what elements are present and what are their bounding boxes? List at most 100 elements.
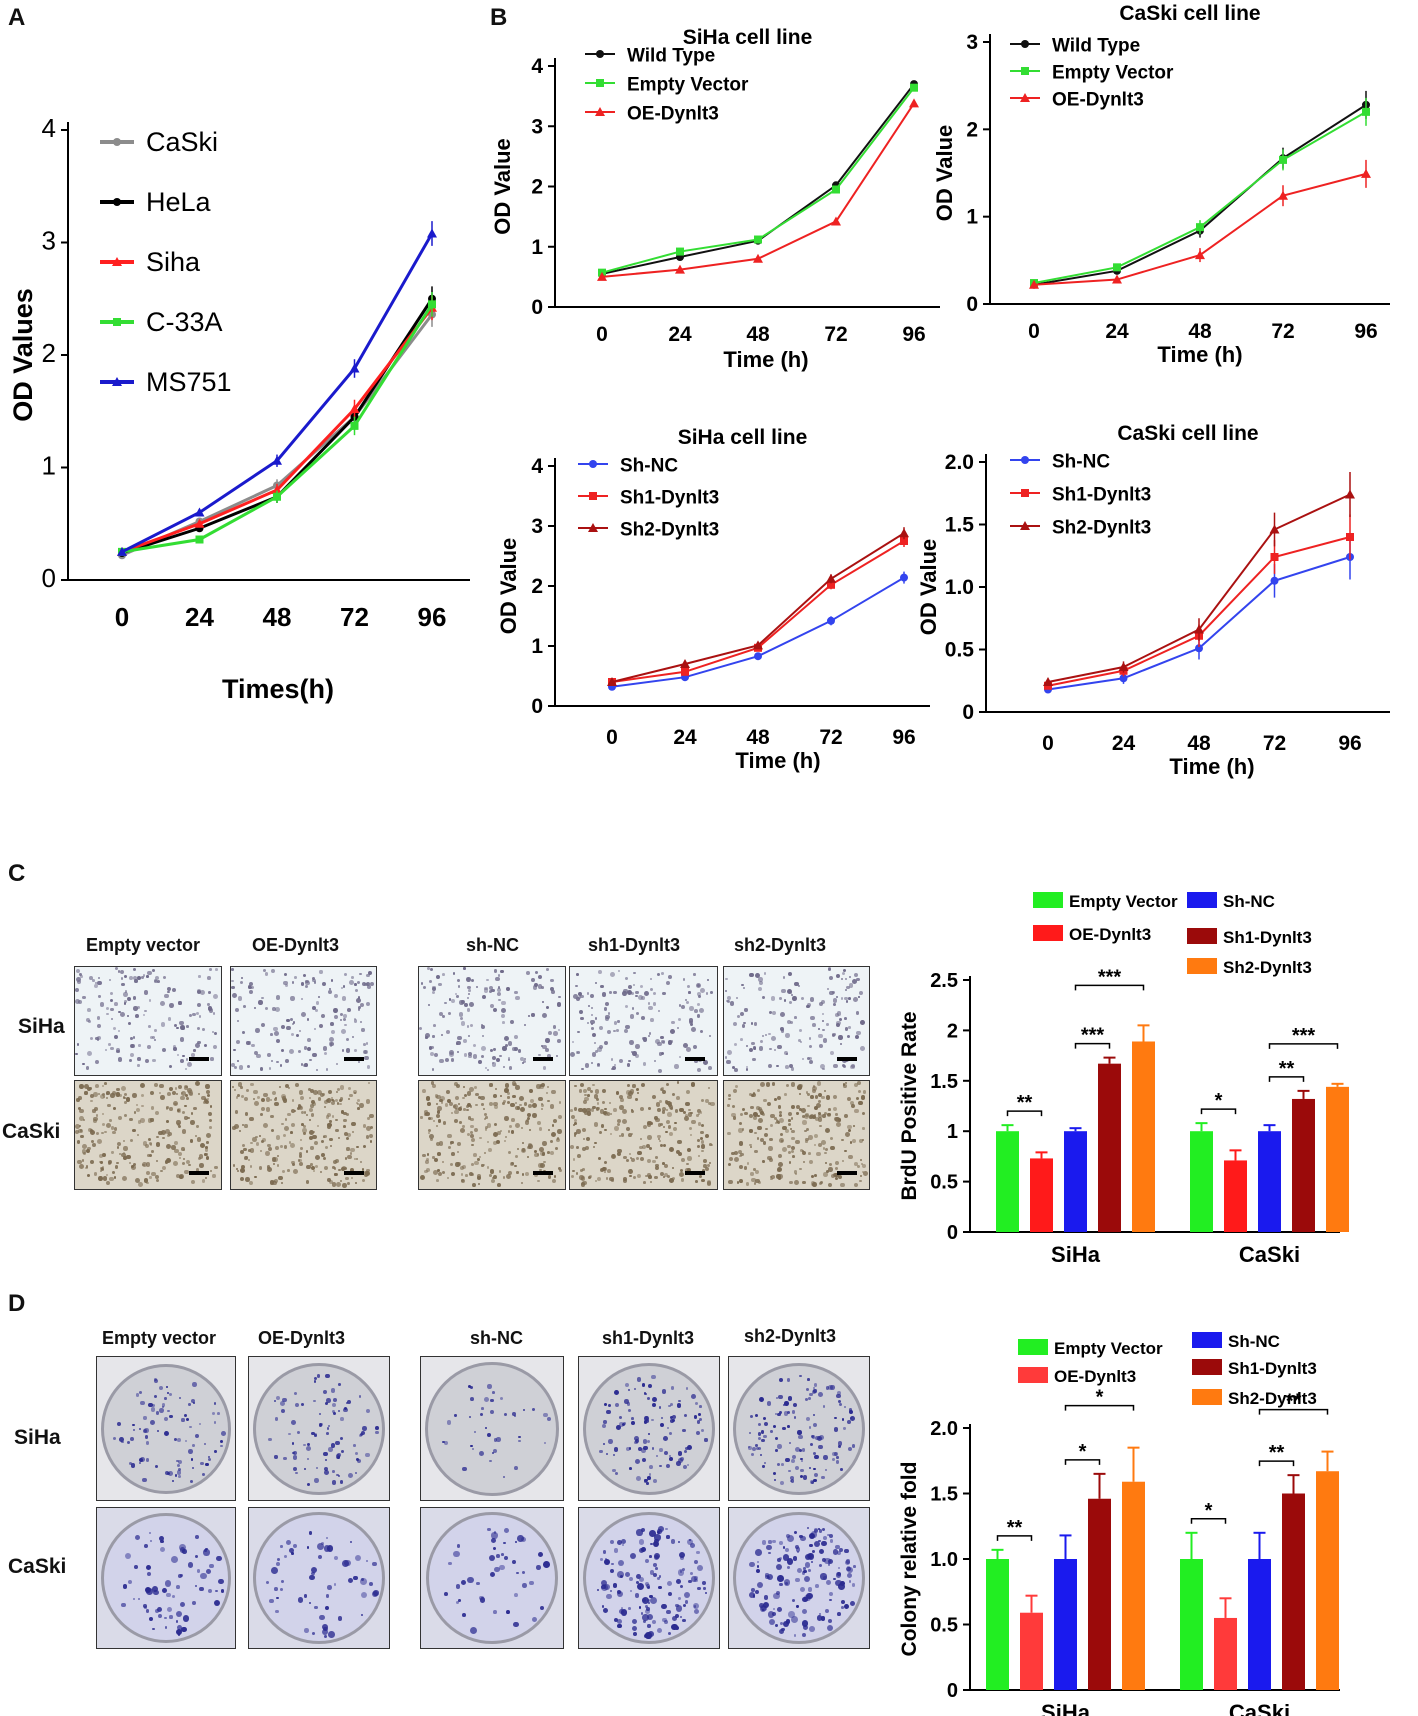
d-ytick-label-2: 1.0 xyxy=(930,1549,958,1571)
a-point-2-3 xyxy=(349,404,360,413)
d-legend-swatch-4 xyxy=(1192,1389,1222,1405)
a-xlabel: Times(h) xyxy=(222,674,334,704)
d-ytick-label-0: 0 xyxy=(947,1680,958,1702)
d-bar-0-2 xyxy=(1054,1559,1077,1690)
d-ylabel: Colony relative fold xyxy=(898,1462,921,1657)
panel-label-a: A xyxy=(8,4,26,31)
a-point-3-3 xyxy=(350,421,359,430)
b1-legend-label-2: OE-Dynlt3 xyxy=(627,103,719,124)
a-legend-label-3: C-33A xyxy=(146,307,223,337)
b1-point-1-4 xyxy=(910,83,918,92)
a-legend-label-1: HeLa xyxy=(146,187,212,217)
b1-point-2-0 xyxy=(597,271,607,281)
b1-ytick-label-2: 2 xyxy=(531,176,543,199)
b1-ylabel: OD Value xyxy=(490,138,515,235)
panel-label-b: B xyxy=(490,4,508,31)
a-point-4-0 xyxy=(117,546,127,556)
d-sig-0-2: * xyxy=(1096,1387,1104,1409)
a-xtick-label-4: 96 xyxy=(418,602,447,632)
b1-xtick-label-0: 0 xyxy=(596,323,608,346)
a-ylabel: OD Values xyxy=(8,288,38,422)
d-bar-0-1 xyxy=(1020,1612,1043,1690)
b1-legend-marker-2 xyxy=(595,107,605,116)
a-ytick-label-3: 3 xyxy=(42,226,56,256)
a-ytick-label-0: 0 xyxy=(42,563,56,593)
b1-point-1-2 xyxy=(754,235,762,244)
a-point-4-4 xyxy=(427,228,437,238)
d-sig-0-0: ** xyxy=(1007,1517,1023,1539)
d-legend-label-1: OE-Dynlt3 xyxy=(1054,1367,1136,1386)
b1-legend-label-1: Empty Vector xyxy=(627,74,749,95)
b1-point-1-1 xyxy=(676,247,684,256)
line-chart-a: 0 1 2 3 4 0 24 48 72 96 Times(h) OD Values CaSki HeLa… xyxy=(8,113,470,704)
b1-point-2-4 xyxy=(909,98,919,108)
b1-legend-marker-1 xyxy=(596,79,604,87)
b1-xlabel: Time (h) xyxy=(723,347,808,372)
a-point-2-1 xyxy=(194,518,205,528)
d-ytick-label-4: 2.0 xyxy=(930,1418,958,1440)
a-point-3-4 xyxy=(428,300,436,309)
d-sig-0-1: * xyxy=(1079,1441,1087,1463)
panel-label-d: D xyxy=(8,1290,26,1317)
d-ytick-label-3: 1.5 xyxy=(930,1484,958,1506)
d-bar-0-0 xyxy=(986,1559,1009,1690)
a-xtick-label-3: 72 xyxy=(340,602,369,632)
line-chart-b1: SiHa cell line 0 1 2 3 4 0 24 48 72 96 Time (h) OD V… xyxy=(490,26,940,372)
a-xtick-label-0: 0 xyxy=(115,602,129,632)
b1-legend-marker-0 xyxy=(596,50,604,58)
a-point-3-1 xyxy=(195,535,204,544)
a-legend-marker-1 xyxy=(113,198,121,206)
d-legend-swatch-0 xyxy=(1018,1339,1048,1355)
d-legend-label-2: Sh-NC xyxy=(1228,1332,1280,1351)
d-bar-0-3 xyxy=(1088,1498,1111,1690)
a-ytick-label-1: 1 xyxy=(42,451,56,481)
d-legend-swatch-2 xyxy=(1192,1332,1222,1348)
b1-point-2-2 xyxy=(753,253,763,263)
a-legend-label-0: CaSki xyxy=(146,127,218,157)
a-point-4-2 xyxy=(272,455,282,465)
d-legend-label-0: Empty Vector xyxy=(1054,1339,1163,1358)
a-legend-label-2: Siha xyxy=(146,247,201,277)
b1-title: SiHa cell line xyxy=(683,26,813,49)
d-sig-1-1: ** xyxy=(1269,1442,1285,1464)
d-bar-1-4 xyxy=(1316,1471,1339,1690)
a-ytick-label-4: 4 xyxy=(42,113,56,143)
b1-xtick-label-1: 24 xyxy=(668,323,692,346)
d-bar-1-0 xyxy=(1180,1559,1203,1690)
a-legend-marker-4 xyxy=(112,377,122,386)
b1-xtick-label-4: 96 xyxy=(902,323,925,346)
b1-point-2-1 xyxy=(675,264,685,274)
b1-ytick-label-3: 3 xyxy=(531,115,543,138)
b1-legend-label-0: Wild Type xyxy=(627,45,715,66)
d-legend-label-4: Sh2-Dynlt3 xyxy=(1228,1389,1317,1408)
b1-xtick-label-2: 48 xyxy=(746,323,770,346)
d-ytick-label-1: 0.5 xyxy=(930,1615,958,1637)
b1-ytick-label-1: 1 xyxy=(531,236,543,259)
d-bar-0-4 xyxy=(1122,1481,1145,1690)
a-point-4-1 xyxy=(194,507,205,517)
d-legend-label-3: Sh1-Dynlt3 xyxy=(1228,1359,1317,1378)
d-legend-swatch-1 xyxy=(1018,1367,1048,1383)
b1-point-1-3 xyxy=(832,185,840,194)
a-point-2-2 xyxy=(272,485,282,494)
a-legend-label-4: MS751 xyxy=(146,367,232,397)
b1-xtick-label-3: 72 xyxy=(824,323,847,346)
panel-label-c: C xyxy=(8,860,26,887)
a-xtick-label-2: 48 xyxy=(263,602,292,632)
a-point-3-2 xyxy=(273,492,281,501)
d-bar-1-3 xyxy=(1282,1493,1305,1690)
a-legend-marker-3 xyxy=(113,318,121,326)
b1-ytick-label-0: 0 xyxy=(531,296,543,319)
d-sig-1-0: * xyxy=(1205,1500,1213,1522)
b1-point-2-3 xyxy=(831,216,841,226)
d-category-0: SiHa xyxy=(1041,1700,1091,1716)
a-point-4-3 xyxy=(349,363,360,373)
b1-ytick-label-4: 4 xyxy=(531,55,543,78)
a-legend-marker-0 xyxy=(113,138,121,146)
d-category-1: CaSki xyxy=(1229,1700,1290,1716)
a-ytick-label-2: 2 xyxy=(42,338,56,368)
d-bar-1-1 xyxy=(1214,1617,1237,1690)
a-xtick-label-1: 24 xyxy=(185,602,214,632)
